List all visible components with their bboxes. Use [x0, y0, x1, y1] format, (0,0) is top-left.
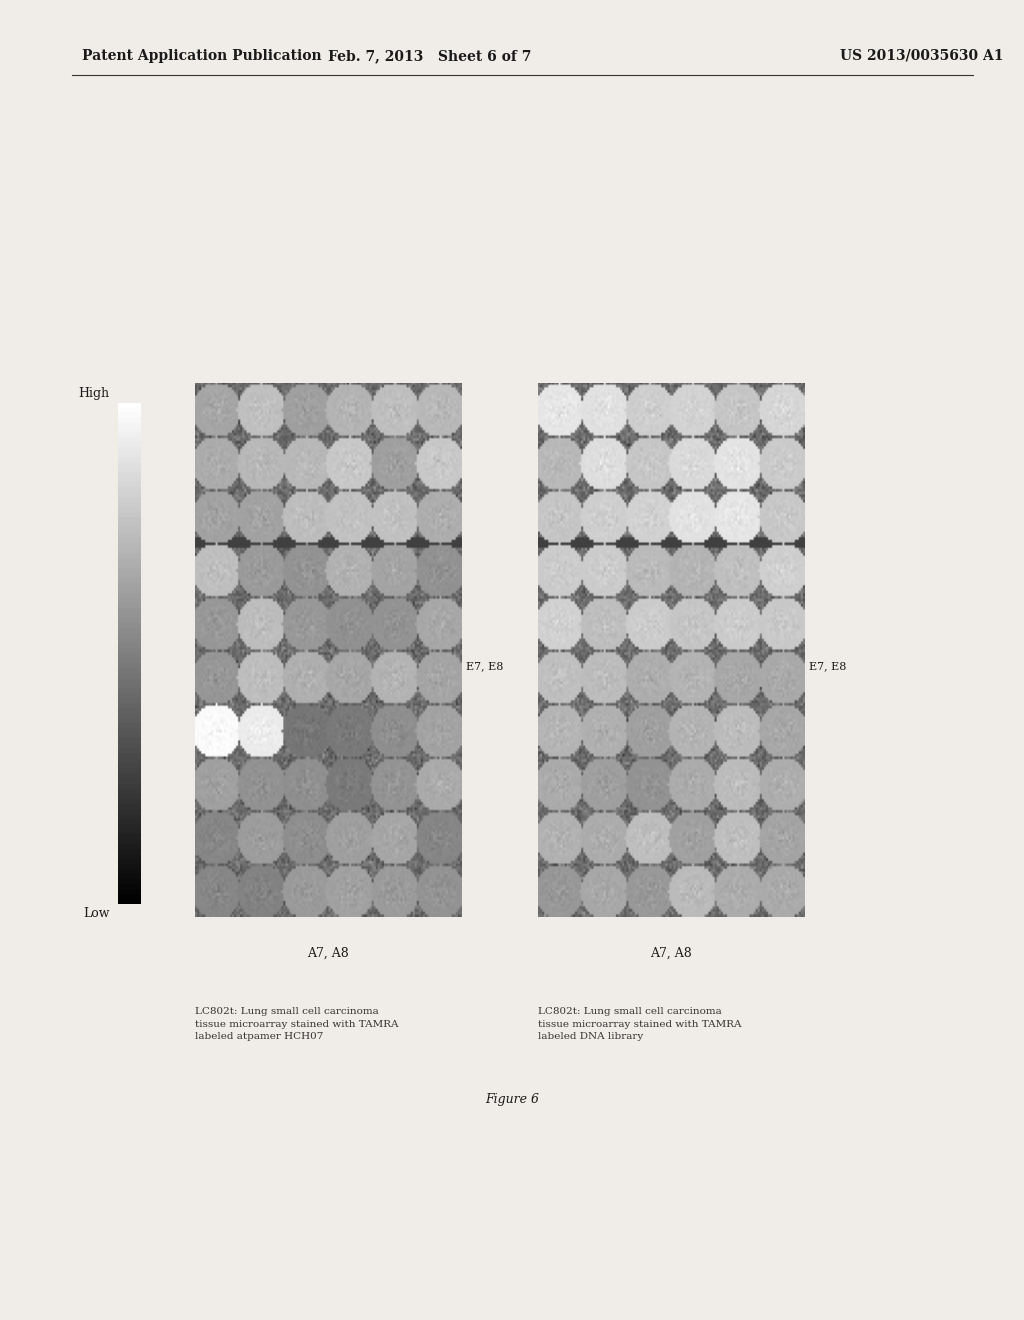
Text: Low: Low — [83, 907, 110, 920]
Text: High: High — [79, 387, 110, 400]
Text: A7, A8: A7, A8 — [650, 946, 691, 960]
Text: A7, A8: A7, A8 — [307, 946, 348, 960]
Text: E7, E8: E7, E8 — [809, 661, 846, 671]
Text: Patent Application Publication: Patent Application Publication — [82, 49, 322, 63]
Text: E7, E8: E7, E8 — [466, 661, 503, 671]
Text: LC802t: Lung small cell carcinoma
tissue microarray stained with TAMRA
labeled a: LC802t: Lung small cell carcinoma tissue… — [195, 1007, 398, 1041]
Text: US 2013/0035630 A1: US 2013/0035630 A1 — [840, 49, 1004, 63]
Text: Figure 6: Figure 6 — [485, 1093, 539, 1106]
Text: LC802t: Lung small cell carcinoma
tissue microarray stained with TAMRA
labeled D: LC802t: Lung small cell carcinoma tissue… — [538, 1007, 741, 1041]
Text: Feb. 7, 2013   Sheet 6 of 7: Feb. 7, 2013 Sheet 6 of 7 — [329, 49, 531, 63]
